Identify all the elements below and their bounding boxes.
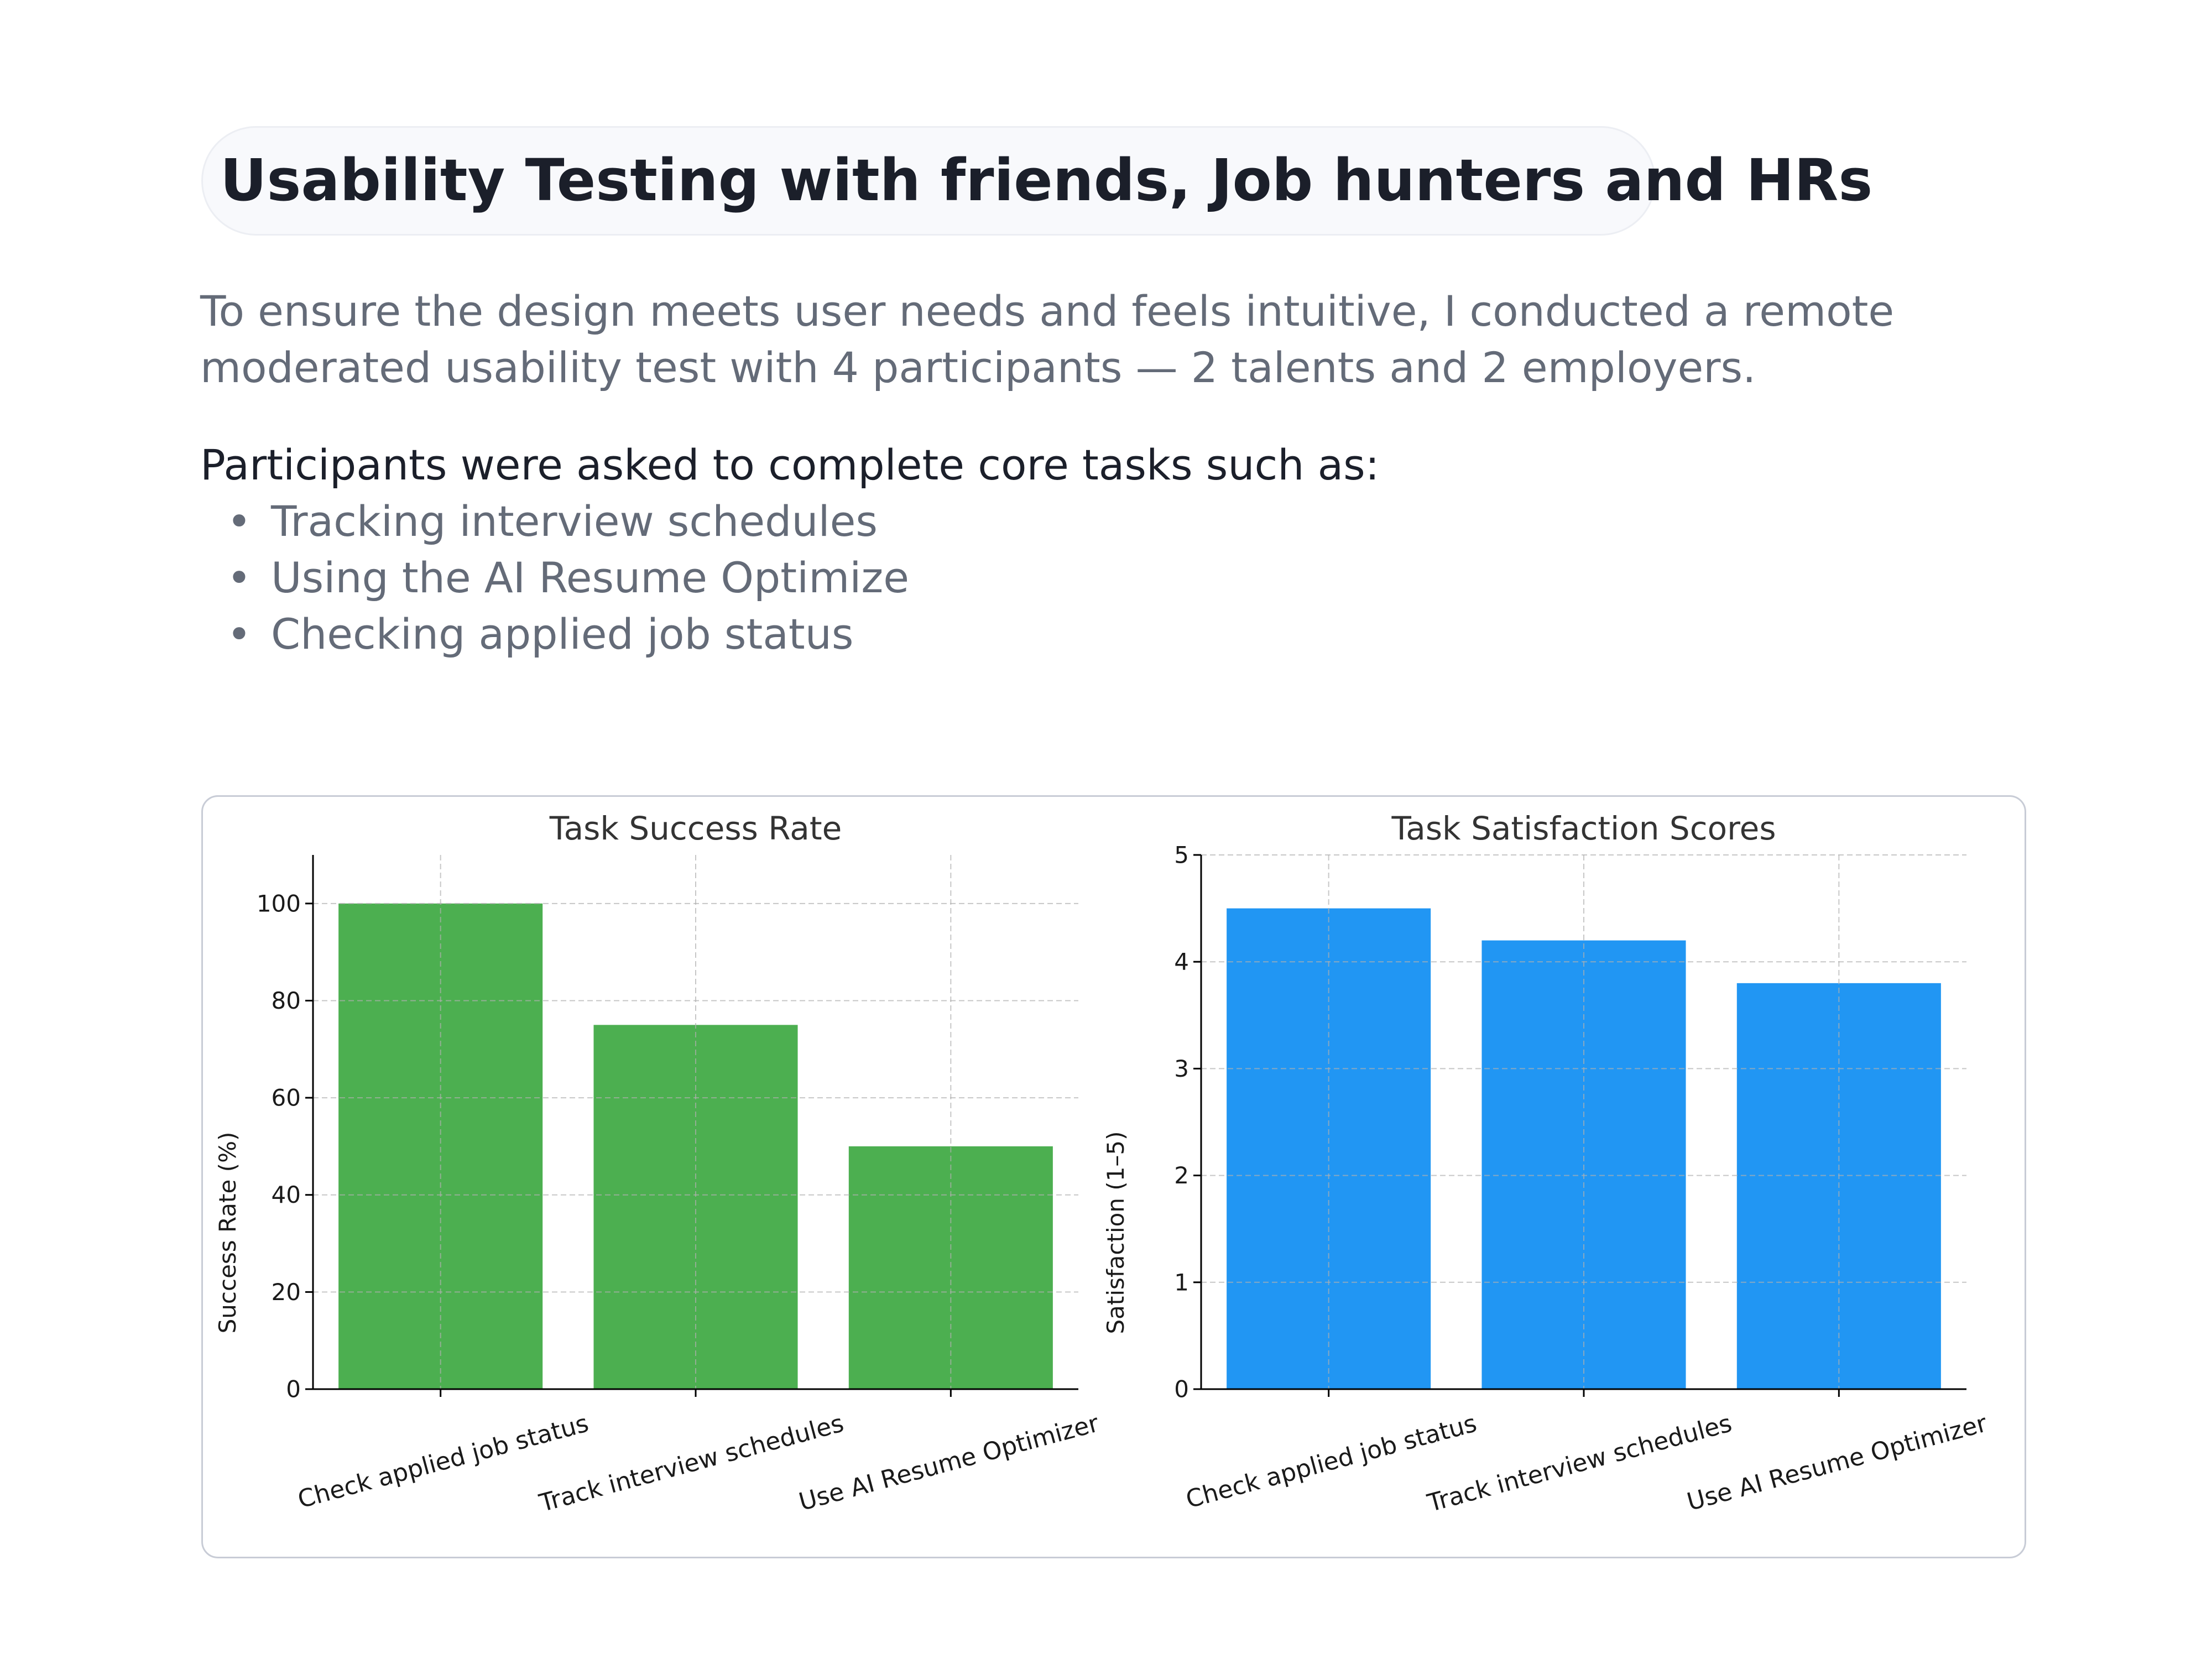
task-item-label: Checking applied job status bbox=[271, 609, 854, 659]
y-tick-label: 3 bbox=[1174, 1055, 1189, 1082]
task-item: • Tracking interview schedules bbox=[200, 493, 909, 550]
task-item-label: Using the AI Resume Optimize bbox=[271, 553, 909, 602]
y-tick-label: 40 bbox=[272, 1181, 301, 1208]
chart-title: Task Satisfaction Scores bbox=[1391, 810, 1776, 847]
tasks-lead: Participants were asked to complete core… bbox=[200, 440, 1380, 489]
y-tick-label: 80 bbox=[272, 987, 301, 1014]
y-tick-label: 20 bbox=[272, 1279, 301, 1306]
bullet: • bbox=[227, 497, 252, 546]
title-pill bbox=[201, 126, 1656, 236]
bullet: • bbox=[227, 553, 252, 602]
task-item: • Checking applied job status bbox=[200, 606, 909, 662]
task-item: • Using the AI Resume Optimize bbox=[200, 550, 909, 606]
chart-title: Task Success Rate bbox=[549, 810, 842, 847]
y-tick-label: 100 bbox=[257, 890, 301, 917]
task-list: • Tracking interview schedules • Using the… bbox=[200, 493, 909, 662]
bullet: • bbox=[227, 609, 252, 659]
y-tick-label: 60 bbox=[272, 1084, 301, 1112]
intro-text-line-1: To ensure the design meets user needs an… bbox=[200, 286, 1895, 336]
y-tick-label: 0 bbox=[286, 1376, 301, 1403]
y-tick-label: 5 bbox=[1174, 842, 1189, 869]
page-title: Usability Testing with friends, Job hunt… bbox=[220, 147, 1873, 214]
y-axis-label: Success Rate (%) bbox=[214, 1132, 241, 1334]
y-tick-label: 2 bbox=[1174, 1162, 1189, 1189]
intro-text-line-2: moderated usability test with 4 particip… bbox=[200, 343, 1756, 392]
y-tick-label: 4 bbox=[1174, 948, 1189, 975]
y-axis-label: Satisfaction (1–5) bbox=[1102, 1131, 1129, 1334]
task-item-label: Tracking interview schedules bbox=[271, 497, 878, 546]
y-tick-label: 0 bbox=[1174, 1376, 1189, 1403]
y-tick-label: 1 bbox=[1174, 1269, 1189, 1296]
